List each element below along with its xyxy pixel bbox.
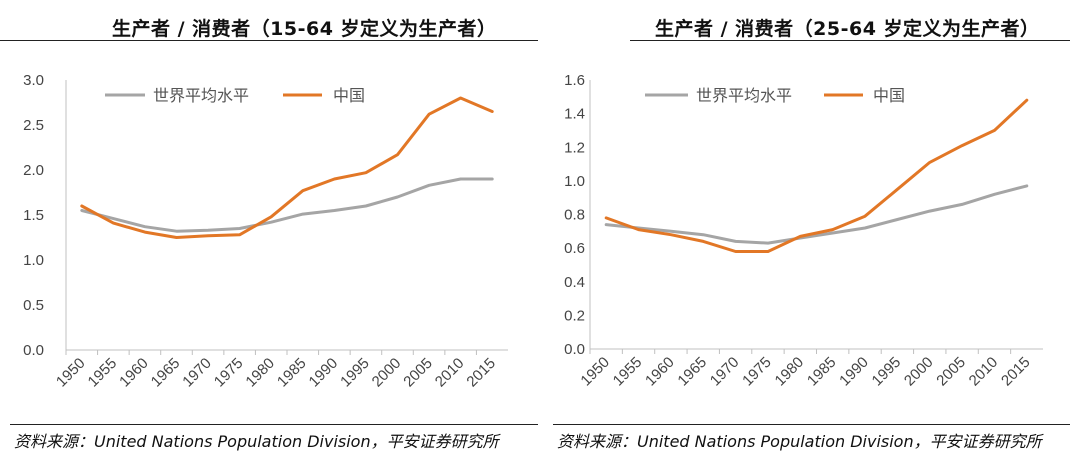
title-rule-left <box>0 40 538 41</box>
x-tick-label: 1995 <box>869 354 905 390</box>
x-tick-label: 2005 <box>933 354 969 390</box>
chart-panel-left: 生产者 / 消费者（15-64 岁定义为生产者） 0.0 0.5 1.0 1.5 2.0… <box>0 18 538 451</box>
series-line-china <box>604 98 1029 253</box>
x-tick-label: 1995 <box>337 355 373 391</box>
y-tick-label: 0.0 <box>564 341 585 358</box>
x-tick-label: 1960 <box>116 355 152 391</box>
y-tick-label: 0.2 <box>564 307 585 324</box>
x-tick-label: 1955 <box>85 355 121 391</box>
x-tick-label: 1975 <box>211 355 247 391</box>
x-tick-label: 2000 <box>901 354 937 390</box>
x-tick-label: 2015 <box>998 354 1034 390</box>
x-tick-label: 1960 <box>642 354 678 390</box>
y-tick-label: 1.0 <box>564 173 585 190</box>
x-tick-label: 1950 <box>577 354 613 390</box>
y-tick-label: 1.2 <box>564 139 585 156</box>
y-tick-label: 1.5 <box>23 207 44 224</box>
x-tick-label: 1985 <box>804 354 840 390</box>
source-rule-right <box>553 424 1070 425</box>
legend-label-world: 世界平均水平 <box>696 86 792 105</box>
line-chart-right: 0.00.20.40.60.81.01.21.41.61950195519601… <box>564 72 1043 390</box>
source-note-left: 资料来源：United Nations Population Division，… <box>14 432 499 451</box>
x-tick-label: 2010 <box>966 354 1002 390</box>
x-tick-label: 2015 <box>463 355 499 391</box>
legend-label-china: 中国 <box>873 86 905 105</box>
series-line-world <box>80 177 494 233</box>
legend-label-china: 中国 <box>333 86 365 105</box>
x-tick-label: 1965 <box>674 354 710 390</box>
y-tick-label: 0.8 <box>564 207 585 224</box>
x-tick-label: 2005 <box>400 355 436 391</box>
y-tick-label: 1.6 <box>564 72 585 89</box>
source-rule-left <box>10 424 538 425</box>
y-tick-label: 2.0 <box>23 162 44 179</box>
source-note-right: 资料来源：United Nations Population Division，… <box>557 432 1042 451</box>
y-tick-label: 0.4 <box>564 274 585 291</box>
x-tick-label: 1955 <box>610 354 646 390</box>
x-tick-label: 2010 <box>432 355 468 391</box>
x-tick-label: 1980 <box>772 354 808 390</box>
x-tick-label: 1970 <box>707 354 743 390</box>
x-tick-label: 1975 <box>739 354 775 390</box>
y-tick-label: 0.5 <box>23 297 44 314</box>
series-line-china <box>80 96 494 239</box>
title-rule-right <box>630 40 1070 41</box>
y-tick-label: 1.4 <box>564 106 585 123</box>
x-tick-label: 1970 <box>179 355 215 391</box>
series-line-world <box>604 184 1029 245</box>
x-tick-label: 1990 <box>306 355 342 391</box>
x-tick-label: 1990 <box>836 354 872 390</box>
x-tick-label: 1985 <box>274 355 310 391</box>
line-chart-left: 0.00.51.01.52.02.53.01950195519601965197… <box>23 72 508 391</box>
x-tick-label: 1965 <box>148 355 184 391</box>
y-tick-label: 1.0 <box>23 252 44 269</box>
legend-label-world: 世界平均水平 <box>153 86 249 105</box>
chart-title-right: 生产者 / 消费者（25-64 岁定义为生产者） <box>655 18 1040 40</box>
x-tick-label: 1950 <box>53 355 89 391</box>
y-tick-label: 0.0 <box>23 342 44 359</box>
y-tick-label: 0.6 <box>564 240 585 257</box>
y-tick-label: 3.0 <box>23 72 44 89</box>
chart-title-left: 生产者 / 消费者（15-64 岁定义为生产者） <box>112 18 497 40</box>
chart-panel-right: 生产者 / 消费者（25-64 岁定义为生产者） 0.0 0.2 0.4 0.6 0.8… <box>545 0 1080 458</box>
y-tick-label: 2.5 <box>23 117 44 134</box>
x-tick-label: 2000 <box>369 355 405 391</box>
x-tick-label: 1980 <box>242 355 278 391</box>
